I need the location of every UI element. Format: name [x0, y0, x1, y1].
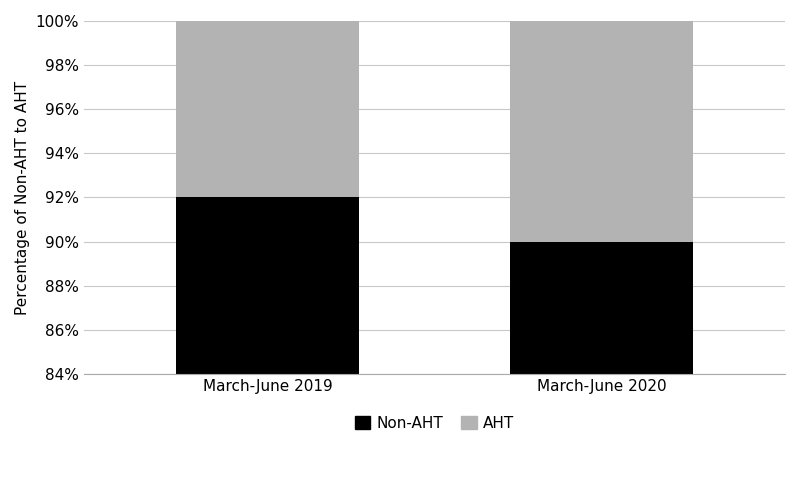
Legend: Non-AHT, AHT: Non-AHT, AHT	[349, 410, 520, 437]
Bar	[510, 241, 693, 374]
Bar	[510, 21, 693, 241]
Bar	[176, 197, 359, 374]
Y-axis label: Percentage of Non-AHT to AHT: Percentage of Non-AHT to AHT	[15, 80, 30, 315]
Bar	[176, 21, 359, 197]
